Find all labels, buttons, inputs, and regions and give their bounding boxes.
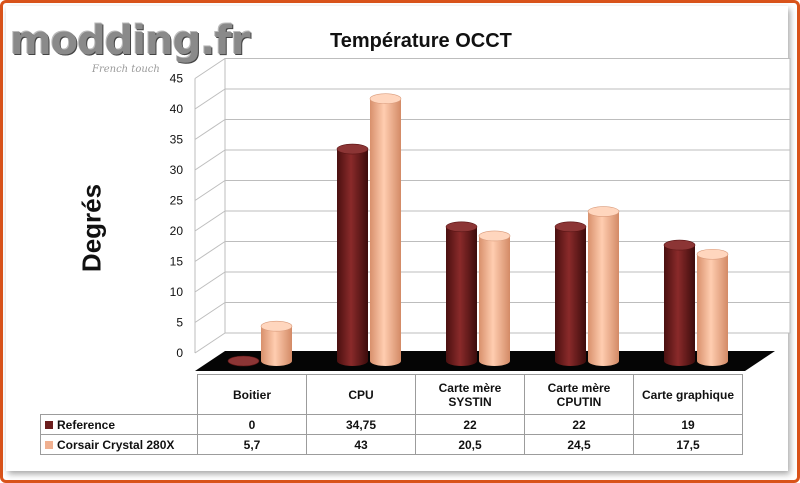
category-label-cputin: Carte mère CPUTIN [524,374,634,415]
value-cell: 20,5 [415,434,525,455]
bar-corsair-3 [587,206,620,366]
value-cell: 5,7 [197,434,307,455]
gridline-side [194,241,226,262]
y-tick-label: 35 [170,133,184,147]
y-tick-label: 0 [176,346,183,360]
y-tick-label: 5 [176,316,183,330]
bar-reference-3 [554,221,587,366]
y-tick-label: 25 [170,194,184,208]
chart-title: Température OCCT [330,30,512,52]
y-tick-label: 40 [170,102,184,116]
value-cell: 17,5 [633,434,743,455]
bar-reference-1 [336,143,369,366]
category-label-boitier: Boitier [197,374,307,415]
bar-corsair-2 [478,230,511,366]
gridline-side [194,180,226,201]
gridline-side [194,149,226,171]
category-label-cpu: CPU [306,374,416,415]
bar-corsair-1 [369,93,402,366]
gridline-side [194,58,226,79]
bar-reference-0 [227,355,260,367]
gridline-side [194,271,226,293]
site-logo: modding.fr [10,18,251,64]
value-cell: 43 [306,434,416,455]
y-tick-label: 10 [170,285,184,299]
value-cell: 34,75 [306,414,416,435]
legend-reference: Reference [40,414,198,435]
table-row-corsair: Corsair Crystal 280X 5,7 43 20,5 24,5 17… [40,434,743,455]
value-cell: 24,5 [524,434,634,455]
category-label-systin: Carte mère SYSTIN [415,374,525,415]
y-tick-label: 20 [170,224,184,238]
bar-reference-4 [663,239,696,366]
legend-swatch-reference [45,421,53,430]
value-cell: 19 [633,414,743,435]
gridline-side [194,332,226,354]
gridline-side [194,302,226,323]
y-tick-label: 30 [170,163,184,177]
site-logo-tagline: French touch [92,64,160,75]
value-cell: 22 [524,414,634,435]
table-header-row: Boitier CPU Carte mère SYSTIN Carte mère… [41,374,743,415]
y-tick-label: 15 [170,255,184,269]
value-cell: 0 [197,414,307,435]
y-tick-label: 45 [170,72,184,86]
gridline-side [194,88,226,110]
bar-corsair-0 [260,320,293,366]
bar-corsair-4 [696,248,729,366]
legend-swatch-corsair [45,441,53,450]
gridline-side [194,210,226,232]
legend-corsair: Corsair Crystal 280X [40,434,198,455]
category-label-gpu: Carte graphique [633,374,743,415]
bar-reference-2 [445,221,478,366]
value-cell: 22 [415,414,525,435]
table-row-reference: Reference 0 34,75 22 22 19 [40,414,743,435]
data-table: Boitier CPU Carte mère SYSTIN Carte mère… [40,374,743,455]
gridline-side [194,119,226,140]
